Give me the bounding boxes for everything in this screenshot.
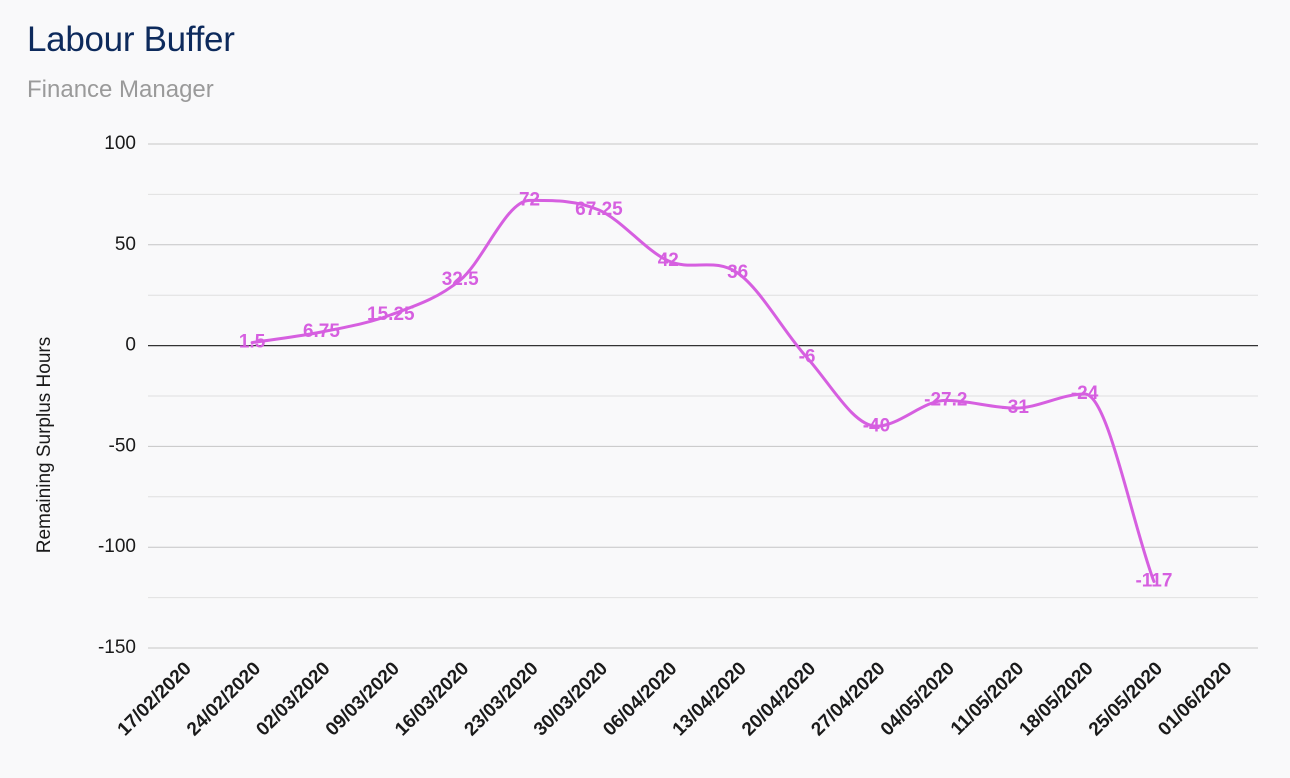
x-axis-ticks: 17/02/202024/02/202002/03/202009/03/2020…: [114, 658, 1237, 740]
x-tick-label: 04/05/2020: [877, 658, 959, 740]
data-label: -6: [799, 347, 816, 368]
data-label: 72: [519, 189, 540, 210]
data-label: -40: [863, 415, 890, 436]
y-tick-label: 100: [104, 133, 136, 154]
x-tick-label: 27/04/2020: [807, 658, 889, 740]
x-tick-label: 01/06/2020: [1154, 658, 1236, 740]
x-tick-label: 13/04/2020: [669, 658, 751, 740]
x-tick-label: 06/04/2020: [599, 658, 681, 740]
y-tick-label: 50: [115, 234, 136, 255]
x-tick-label: 25/05/2020: [1085, 658, 1167, 740]
data-label: -31: [1001, 397, 1029, 418]
x-tick-label: 09/03/2020: [322, 658, 404, 740]
series-line-group: [250, 198, 1156, 583]
x-tick-label: 24/02/2020: [183, 658, 265, 740]
x-tick-label: 18/05/2020: [1016, 658, 1098, 740]
y-tick-label: -50: [109, 435, 136, 456]
data-label: 42: [658, 250, 679, 271]
y-tick-label: -150: [98, 637, 136, 658]
data-label: 36: [727, 262, 748, 283]
data-label: -24: [1071, 383, 1099, 404]
data-label: 15.25: [367, 304, 415, 325]
y-tick-label: 0: [125, 335, 136, 356]
x-tick-label: 17/02/2020: [114, 658, 196, 740]
chart-title: Labour Buffer: [27, 20, 235, 59]
data-labels: 1.5 6.75 15.25 32.5 72 67.25 42 36 -6 -40 -27.2 -31…: [239, 189, 1173, 591]
data-label: 1.5: [239, 332, 266, 353]
chart-subtitle: Finance Manager: [27, 76, 214, 103]
x-tick-label: 11/05/2020: [947, 658, 1028, 739]
series-line: [250, 198, 1156, 583]
gridlines: [148, 143, 1258, 649]
x-tick-label: 30/03/2020: [530, 658, 612, 740]
x-tick-label: 23/03/2020: [461, 658, 543, 740]
data-label: 67.25: [575, 199, 623, 220]
y-axis-ticks: 100 50 0 -50 -100 -150: [98, 133, 136, 658]
y-axis-label: Remaining Surplus Hours: [34, 337, 55, 554]
x-tick-label: 16/03/2020: [391, 658, 473, 740]
data-label: -117: [1135, 570, 1172, 591]
data-label: -27.2: [924, 389, 967, 410]
y-tick-label: -100: [98, 536, 136, 557]
x-tick-label: 02/03/2020: [252, 658, 334, 740]
data-label: 6.75: [303, 321, 340, 342]
x-tick-label: 20/04/2020: [738, 658, 820, 740]
data-label: 32.5: [442, 269, 479, 290]
